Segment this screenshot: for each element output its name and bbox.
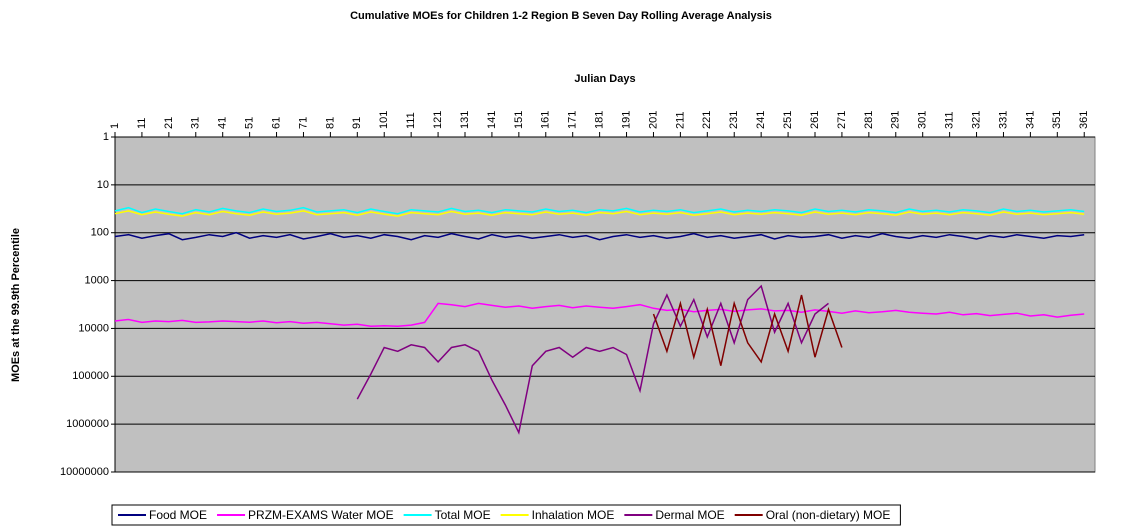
- x-tick-label: 221: [701, 111, 713, 129]
- x-tick-label: 361: [1078, 111, 1090, 129]
- x-tick-label: 281: [863, 111, 875, 129]
- series-line: [114, 231, 1085, 241]
- y-tick-label: 1000: [85, 274, 109, 286]
- x-tick-label: 231: [728, 111, 740, 129]
- legend: Food MOE PRZM-EXAMS Water MOE Total MOE Inh…: [111, 504, 901, 526]
- y-tick-label: 1000000: [66, 418, 109, 430]
- x-tick-label: 211: [674, 111, 686, 129]
- legend-label: Food MOE: [149, 508, 207, 522]
- y-tick-label: 100000: [72, 370, 109, 382]
- x-tick-label: 161: [540, 111, 552, 129]
- y-tick-label: 100: [91, 227, 109, 239]
- series-line: [356, 284, 829, 435]
- x-tick-label: 271: [836, 111, 848, 129]
- x-tick-label: 341: [1024, 111, 1036, 129]
- x-tick-label: 291: [890, 111, 902, 129]
- y-tick-label: 10000000: [60, 466, 109, 478]
- plot-area: [114, 136, 1096, 473]
- y-axis-label: MOEs at the 99.9th Percentile: [10, 228, 22, 382]
- x-tick-label: 11: [136, 118, 148, 129]
- x-tick-label: 331: [997, 111, 1009, 129]
- series-line: [652, 294, 843, 366]
- y-tick-label: 10: [97, 179, 109, 191]
- series-line: [114, 302, 1085, 327]
- x-tick-label: 101: [378, 111, 390, 129]
- x-tick-label: 81: [324, 117, 336, 129]
- series-line: [114, 210, 1085, 217]
- x-tick-label: 111: [405, 112, 417, 129]
- x-tick-label: 301: [917, 111, 929, 129]
- x-tick-label: 121: [432, 111, 444, 129]
- x-tick-label: 201: [647, 111, 659, 129]
- x-tick-label: 21: [163, 117, 175, 129]
- x-tick-label: 311: [944, 111, 956, 129]
- y-tick-label: 10000: [78, 322, 109, 334]
- x-tick-label: 91: [351, 117, 363, 129]
- x-tick-label: 71: [297, 117, 309, 129]
- x-tick-label: 191: [620, 111, 632, 129]
- x-tick-label: 141: [486, 111, 498, 129]
- x-axis-label: Julian Days: [574, 73, 635, 85]
- legend-label: Inhalation MOE: [532, 508, 615, 522]
- legend-label: Dermal MOE: [655, 508, 724, 522]
- x-tick-label: 251: [782, 111, 794, 129]
- x-tick-label: 351: [1051, 111, 1063, 129]
- legend-label: PRZM-EXAMS Water MOE: [248, 508, 394, 522]
- legend-label: Oral (non-dietary) MOE: [766, 508, 891, 522]
- x-tick-label: 181: [594, 111, 606, 129]
- x-tick-label: 321: [970, 111, 982, 129]
- chart-title: Cumulative MOEs for Children 1-2 Region …: [350, 10, 772, 22]
- x-tick-label: 241: [755, 111, 767, 129]
- x-tick-label: 51: [244, 117, 256, 129]
- x-tick-label: 151: [513, 111, 525, 129]
- x-tick-label: 261: [809, 111, 821, 129]
- x-tick-label: 171: [567, 111, 579, 129]
- x-tick-label: 31: [190, 117, 202, 129]
- x-tick-label: 131: [459, 111, 471, 129]
- x-tick-label: 1: [109, 123, 121, 129]
- x-tick-label: 41: [217, 117, 229, 129]
- legend-label: Total MOE: [435, 508, 491, 522]
- series-line: [114, 206, 1085, 215]
- x-tick-label: 61: [270, 117, 282, 129]
- y-tick-label: 1: [103, 131, 109, 143]
